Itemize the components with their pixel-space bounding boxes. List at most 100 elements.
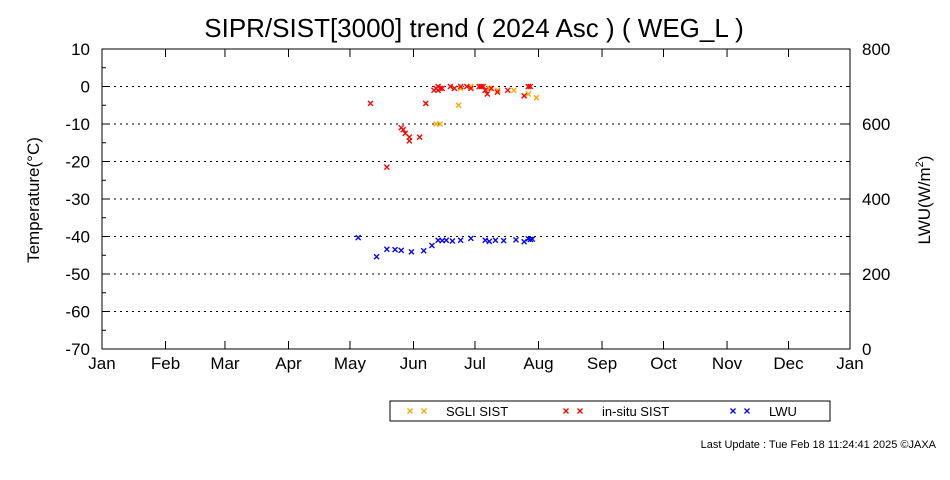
y-tick-label: 10 bbox=[71, 40, 90, 59]
legend-marker bbox=[577, 408, 583, 414]
series-in-situ-sist bbox=[367, 83, 534, 171]
data-point bbox=[504, 87, 511, 94]
data-point bbox=[463, 83, 470, 90]
legend-box bbox=[389, 400, 831, 422]
data-point bbox=[439, 85, 446, 92]
data-point bbox=[529, 236, 536, 243]
data-point bbox=[373, 253, 380, 260]
data-point bbox=[484, 91, 491, 97]
legend-item: LWU bbox=[730, 404, 797, 419]
data-point bbox=[494, 87, 501, 94]
data-point bbox=[392, 246, 399, 253]
data-point bbox=[494, 89, 501, 96]
x-tick-label: Apr bbox=[275, 354, 302, 373]
legend-marker bbox=[421, 408, 427, 414]
x-axis-ticks: Jan Feb Mar Apr May Jun Jul Aug Sep Oct Nov Dec Jan bbox=[88, 49, 864, 373]
data-point bbox=[500, 237, 507, 244]
x-tick-label: Dec bbox=[773, 354, 804, 373]
last-update-text: Last Update : Tue Feb 18 11:24:41 2025 ©… bbox=[701, 439, 937, 451]
data-point bbox=[525, 83, 532, 90]
y2-tick-label: 800 bbox=[862, 40, 890, 59]
x-tick-label: Feb bbox=[151, 354, 180, 373]
data-point bbox=[488, 85, 495, 92]
data-point bbox=[422, 100, 429, 107]
legend-label: LWU bbox=[769, 404, 797, 419]
x-tick-label: Aug bbox=[523, 354, 553, 373]
data-point bbox=[398, 247, 405, 254]
y-tick-label: 0 bbox=[81, 78, 90, 97]
data-point bbox=[482, 237, 489, 244]
data-point bbox=[455, 102, 462, 109]
data-point bbox=[449, 238, 456, 244]
legend: SGLI SIST in-situ SIST LWU bbox=[389, 400, 831, 422]
y2-tick-label: 200 bbox=[862, 265, 890, 284]
y2-axis-label-end: ) bbox=[915, 156, 934, 162]
data-point bbox=[437, 85, 444, 92]
data-point bbox=[355, 234, 362, 241]
legend-marker bbox=[563, 408, 569, 414]
data-point bbox=[513, 236, 519, 243]
data-point bbox=[367, 100, 374, 107]
y-tick-label: -10 bbox=[65, 115, 90, 134]
left-axis-ticks: 10 0 -10 -20 -30 -40 -50 -60 -70 bbox=[65, 40, 110, 359]
right-axis-ticks: 800 600 400 200 0 bbox=[842, 40, 890, 359]
y2-axis-label-superscript: 2 bbox=[914, 161, 926, 167]
data-point bbox=[525, 91, 532, 97]
data-point bbox=[467, 85, 474, 92]
data-point bbox=[533, 94, 540, 101]
series-sgli-sist bbox=[422, 83, 540, 127]
grid-lines bbox=[102, 86, 850, 312]
data-point bbox=[451, 85, 458, 92]
x-tick-label: Mar bbox=[210, 354, 240, 373]
x-tick-label: Oct bbox=[650, 354, 677, 373]
data-point bbox=[510, 87, 517, 94]
x-tick-label: Jul bbox=[464, 354, 486, 373]
data-point bbox=[420, 247, 427, 254]
y2-tick-label: 600 bbox=[862, 115, 890, 134]
x-tick-label: Jun bbox=[400, 354, 427, 373]
x-tick-label: Jan bbox=[836, 354, 863, 373]
data-point bbox=[428, 242, 435, 249]
data-point bbox=[492, 237, 499, 244]
data-point bbox=[482, 87, 489, 94]
x-tick-label: May bbox=[334, 354, 367, 373]
legend-marker bbox=[744, 408, 750, 414]
data-point bbox=[400, 126, 407, 133]
data-point bbox=[480, 83, 487, 90]
y-tick-label: -50 bbox=[65, 265, 90, 284]
data-point bbox=[416, 134, 423, 141]
data-point bbox=[527, 83, 534, 90]
y2-axis-label: LWU(W/m2) bbox=[914, 156, 934, 245]
x-tick-label: Jan bbox=[88, 354, 115, 373]
y-tick-label: -20 bbox=[65, 153, 90, 172]
legend-label: SGLI SIST bbox=[446, 404, 508, 419]
data-point bbox=[457, 85, 464, 92]
data-point bbox=[521, 238, 528, 245]
legend-item: in-situ SIST bbox=[563, 404, 669, 419]
data-point bbox=[467, 235, 474, 242]
data-point bbox=[447, 83, 454, 90]
data-points bbox=[355, 83, 540, 260]
y-tick-label: -40 bbox=[65, 228, 90, 247]
data-point bbox=[406, 137, 413, 144]
data-point bbox=[383, 164, 390, 171]
data-point bbox=[408, 248, 415, 255]
legend-label: in-situ SIST bbox=[602, 404, 669, 419]
y2-tick-label: 0 bbox=[862, 340, 871, 359]
y-axis-label: Temperature(°C) bbox=[24, 137, 43, 263]
data-point bbox=[437, 121, 444, 127]
y2-axis-label-base: LWU(W/m bbox=[915, 167, 934, 244]
y-tick-label: -60 bbox=[65, 303, 90, 322]
legend-item: SGLI SIST bbox=[407, 404, 508, 419]
data-point bbox=[443, 237, 450, 244]
y-tick-label: -30 bbox=[65, 190, 90, 209]
data-point bbox=[457, 83, 464, 90]
legend-marker bbox=[407, 408, 413, 414]
data-point bbox=[486, 238, 493, 245]
legend-marker bbox=[730, 408, 736, 414]
data-point bbox=[521, 92, 528, 99]
chart-title: SIPR/SIST[3000] trend ( 2024 Asc ) ( WEG… bbox=[204, 13, 743, 43]
data-point bbox=[383, 246, 390, 253]
series-lwu bbox=[355, 234, 536, 260]
